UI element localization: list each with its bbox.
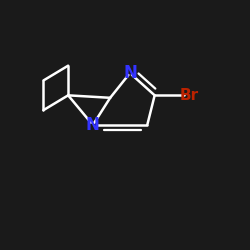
Text: N: N [86, 116, 100, 134]
Text: Br: Br [180, 88, 199, 103]
Text: N: N [123, 64, 137, 82]
